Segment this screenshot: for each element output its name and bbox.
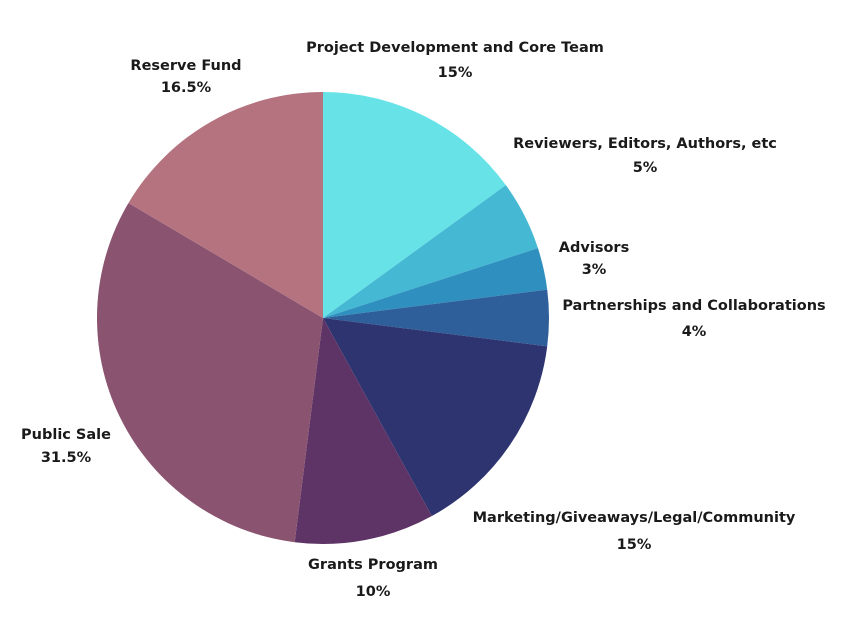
slice-value-label: 31.5% — [41, 450, 92, 466]
slice-label: Advisors — [559, 240, 629, 256]
pie-slice — [323, 185, 538, 318]
pie-slice — [294, 318, 432, 544]
pie-slice — [96, 202, 323, 543]
pie-slice — [323, 289, 549, 347]
pie-slice — [323, 248, 548, 318]
slice-label: Marketing/Giveaways/Legal/Community — [473, 510, 796, 526]
slice-label: Public Sale — [21, 427, 111, 443]
pie-slice — [128, 92, 323, 318]
slice-value-label: 5% — [633, 160, 658, 176]
pie-slice — [323, 318, 548, 517]
slice-value-label: 15% — [438, 65, 473, 81]
slice-value-label: 4% — [682, 324, 707, 340]
slice-value-label: 15% — [617, 537, 652, 553]
slice-value-label: 10% — [356, 584, 391, 600]
slice-label: Reviewers, Editors, Authors, etc — [513, 136, 777, 152]
slice-label: Project Development and Core Team — [306, 40, 604, 56]
slice-label: Grants Program — [308, 557, 438, 573]
slice-value-label: 3% — [582, 262, 607, 278]
pie-slice — [323, 92, 506, 318]
slice-label: Partnerships and Collaborations — [562, 298, 825, 314]
slice-label: Reserve Fund — [130, 58, 241, 74]
slice-value-label: 16.5% — [161, 80, 212, 96]
